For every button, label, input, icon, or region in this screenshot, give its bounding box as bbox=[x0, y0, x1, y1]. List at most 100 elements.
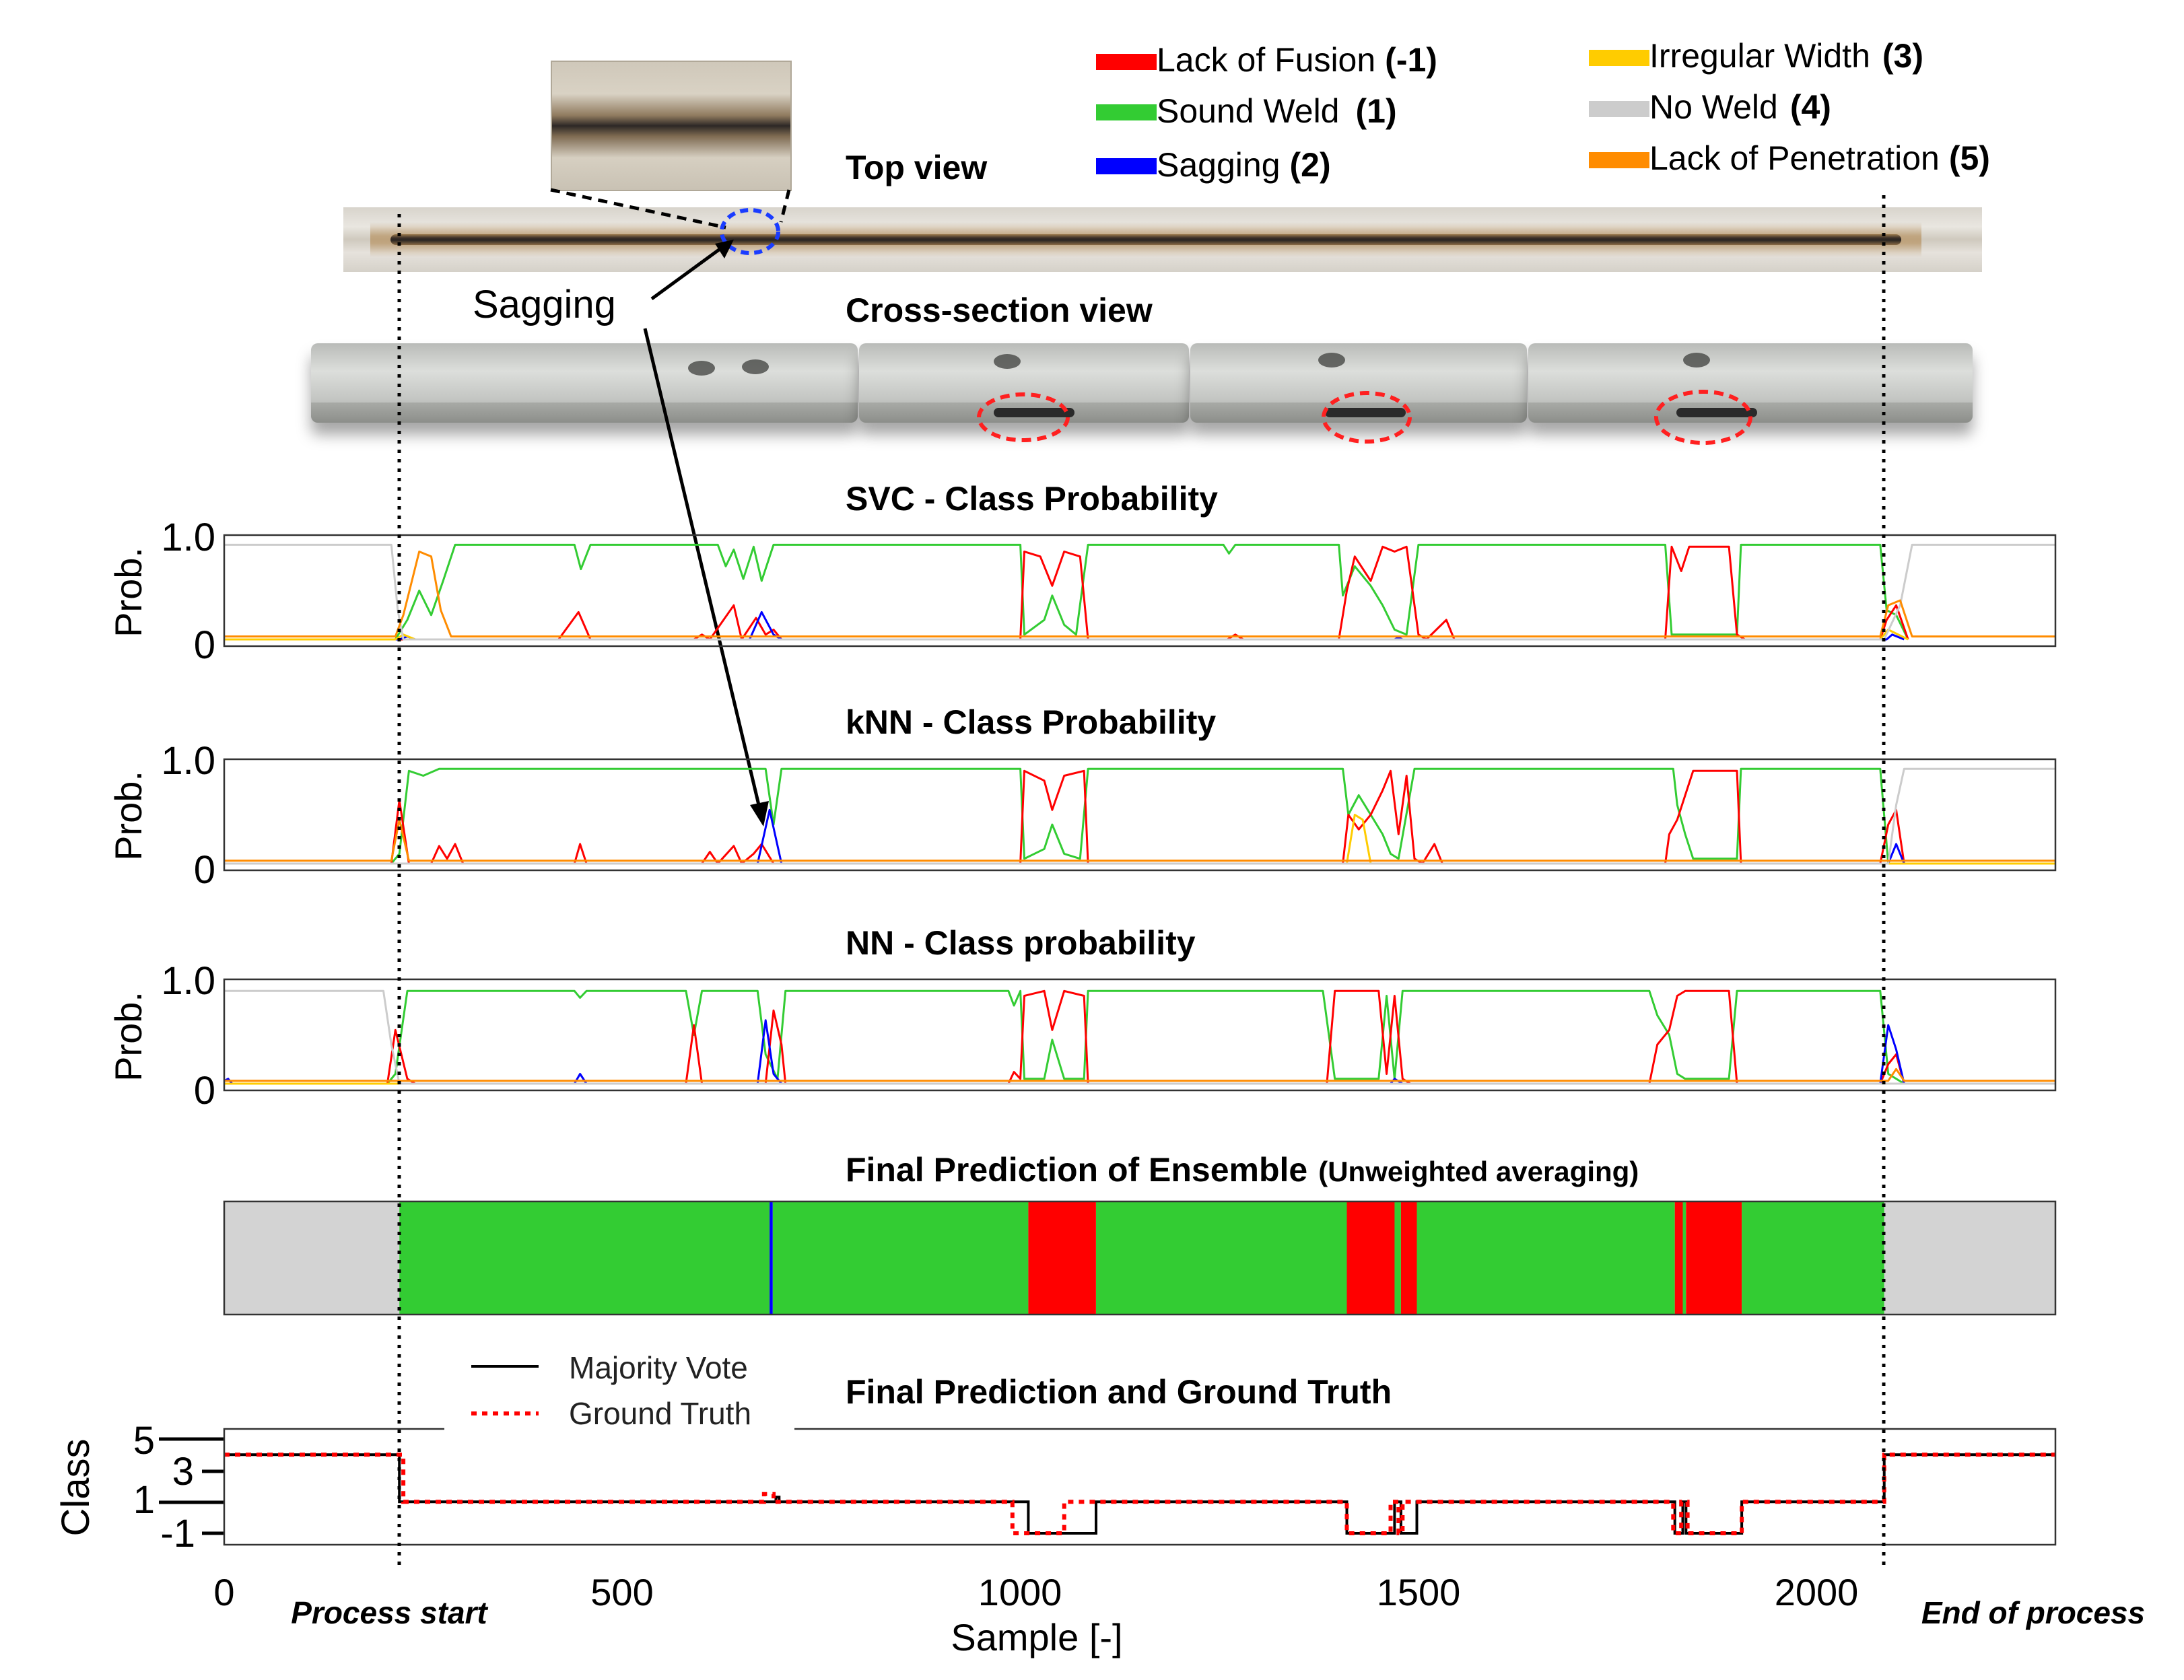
knn-title: kNN - Class Probability bbox=[846, 703, 1216, 741]
final-ytick-5: 5 bbox=[133, 1419, 155, 1463]
series-line-sound-weld bbox=[224, 767, 2055, 865]
ensemble-segment-sound-weld bbox=[399, 1201, 770, 1315]
defect-circle-3 bbox=[1654, 390, 1752, 445]
legend-code: (4) bbox=[1790, 88, 1831, 126]
ensemble-subtitle: (Unweighted averaging) bbox=[1318, 1156, 1639, 1187]
ensemble-segment-lack-of-fusion bbox=[1346, 1201, 1395, 1315]
nn-ylabel: Prob. bbox=[107, 991, 149, 1082]
legend-code: (-1) bbox=[1385, 41, 1437, 79]
sagging-pointer-arrow bbox=[650, 246, 723, 301]
series-line-no-weld bbox=[224, 989, 2055, 1085]
end-of-process-label: End of process bbox=[1921, 1595, 2145, 1630]
legend-entry-sound-weld: Sound Weld (1) bbox=[1096, 92, 1397, 130]
legend: Lack of Fusion (-1) Sound Weld (1) Sagging… bbox=[1096, 37, 1990, 184]
svc-plot-frame bbox=[223, 534, 2057, 648]
xtick-2000: 2000 bbox=[1775, 1571, 1859, 1613]
svg-text:Lack of Penetration(5): Lack of Penetration (5) bbox=[1649, 139, 1990, 177]
xtick-0: 0 bbox=[213, 1571, 234, 1613]
series-line-lack-of-fusion bbox=[224, 769, 1905, 865]
xtick-1500: 1500 bbox=[1377, 1571, 1461, 1613]
legend-entry-irregular-width: Irregular Width (3) bbox=[1589, 37, 1923, 75]
legend-code: (1) bbox=[1355, 92, 1396, 130]
legend-label: No Weld bbox=[1649, 88, 1778, 126]
ensemble-segment-no-weld bbox=[1884, 1201, 2055, 1315]
svg-text:Sagging(2): Sagging (2) bbox=[1157, 146, 1331, 184]
legend-label: Sound Weld bbox=[1157, 92, 1339, 130]
series-line-lack-of-penetration bbox=[224, 1068, 2055, 1082]
final-legend-majority-label: Majority Vote bbox=[569, 1350, 748, 1385]
final-panel: Final Prediction and Ground Truth Class … bbox=[54, 1339, 2057, 1658]
svg-text:Final Prediction of Ensemble(U: Final Prediction of Ensemble (Unweighted … bbox=[846, 1151, 1639, 1189]
legend-swatch bbox=[1589, 50, 1649, 66]
legend-code: (2) bbox=[1290, 146, 1331, 184]
cross-section-label: Cross-section view bbox=[846, 291, 1153, 329]
series-line-sagging bbox=[224, 808, 1905, 865]
svc-ytick-bottom: 0 bbox=[194, 623, 215, 667]
defect-circle-1 bbox=[977, 392, 1070, 442]
sagging-highlight-circle bbox=[720, 208, 780, 255]
series-line-lack-of-fusion bbox=[224, 989, 1905, 1085]
xtick-500: 500 bbox=[590, 1571, 653, 1613]
ensemble-segment-sound-weld bbox=[1682, 1201, 1686, 1315]
sagging-pointer-arrowhead bbox=[715, 240, 734, 258]
final-ytick-neg1: -1 bbox=[160, 1512, 195, 1555]
cross-section-plate-3 bbox=[1190, 343, 1527, 423]
nn-plot-frame bbox=[223, 978, 2057, 1092]
knn-panel: kNN - Class Probability Prob. 1.0 0 bbox=[107, 703, 2057, 892]
ensemble-panel: Final Prediction of Ensemble (Unweighted … bbox=[223, 1151, 2057, 1316]
series-line-irregular-width bbox=[224, 629, 1909, 641]
cross-section-plate-1 bbox=[311, 343, 858, 423]
zoom-line-left bbox=[550, 188, 726, 230]
svc-panel: SVC - Class Probability Prob. 1.0 0 bbox=[107, 480, 2057, 667]
legend-swatch bbox=[1096, 158, 1157, 174]
defect-circle-2 bbox=[1322, 391, 1412, 444]
ensemble-plot-frame bbox=[223, 1200, 2057, 1316]
final-legend-gt-label: Ground Truth bbox=[569, 1396, 751, 1431]
legend-entry-lack-of-penetration: Lack of Penetration (5) bbox=[1589, 139, 1990, 177]
legend-entry-lack-of-fusion: Lack of Fusion (-1) bbox=[1096, 41, 1437, 79]
knn-ytick-bottom: 0 bbox=[194, 848, 215, 892]
ensemble-segment-lack-of-fusion bbox=[1028, 1201, 1096, 1315]
ensemble-title: Final Prediction of Ensemble bbox=[846, 1151, 1307, 1189]
nn-ytick-bottom: 0 bbox=[194, 1069, 215, 1113]
legend-entry-no-weld: No Weld (4) bbox=[1589, 88, 1831, 126]
series-line-irregular-width bbox=[224, 814, 2055, 865]
legend-code: (5) bbox=[1949, 139, 1990, 177]
svc-ytick-top: 1.0 bbox=[161, 516, 215, 559]
ensemble-segment-sound-weld bbox=[1417, 1201, 1675, 1315]
ensemble-segment-sound-weld bbox=[1096, 1201, 1347, 1315]
zoom-inset-photo bbox=[551, 61, 792, 191]
top-view-label: Top view bbox=[846, 149, 987, 186]
ensemble-segment-sound-weld bbox=[1742, 1201, 1884, 1315]
svg-text:Irregular Width(3): Irregular Width (3) bbox=[1649, 37, 1923, 75]
legend-label: Lack of Fusion bbox=[1157, 41, 1375, 79]
final-ytick-1: 1 bbox=[133, 1478, 155, 1522]
knn-ylabel: Prob. bbox=[107, 771, 149, 861]
final-legend: Majority Vote Ground Truth bbox=[471, 1350, 751, 1431]
final-ytick-3: 3 bbox=[172, 1450, 194, 1494]
nn-panel: NN - Class probability Prob. 1.0 0 bbox=[107, 924, 2057, 1113]
sagging-annotation: Sagging bbox=[473, 283, 616, 326]
final-xlabel: Sample [-] bbox=[951, 1616, 1122, 1658]
legend-label: Lack of Penetration bbox=[1649, 139, 1940, 177]
ensemble-segment-sound-weld bbox=[772, 1201, 1029, 1315]
series-line-no-weld bbox=[224, 767, 2055, 865]
final-title: Final Prediction and Ground Truth bbox=[846, 1373, 1392, 1411]
ensemble-segment-lack-of-fusion bbox=[1674, 1201, 1683, 1315]
svg-text:Lack of Fusion(-1): Lack of Fusion (-1) bbox=[1157, 41, 1437, 79]
series-line-sound-weld bbox=[224, 543, 1909, 641]
cross-section-plate-2 bbox=[859, 343, 1189, 423]
legend-label: Irregular Width bbox=[1649, 37, 1870, 75]
ensemble-segment-lack-of-fusion bbox=[1400, 1201, 1417, 1315]
process-start-label: Process start bbox=[291, 1595, 488, 1630]
zoom-line-right bbox=[779, 189, 791, 223]
legend-swatch bbox=[1096, 104, 1157, 120]
final-ylabel: Class bbox=[54, 1438, 98, 1536]
legend-code: (3) bbox=[1882, 37, 1923, 75]
legend-swatch bbox=[1589, 101, 1649, 117]
knn-plot-frame bbox=[223, 758, 2057, 872]
series-line-ground-truth bbox=[224, 1452, 2055, 1535]
series-line-lack-of-penetration bbox=[224, 818, 2055, 862]
final-xticks: 0 500 1000 1500 2000 bbox=[213, 1571, 1858, 1613]
